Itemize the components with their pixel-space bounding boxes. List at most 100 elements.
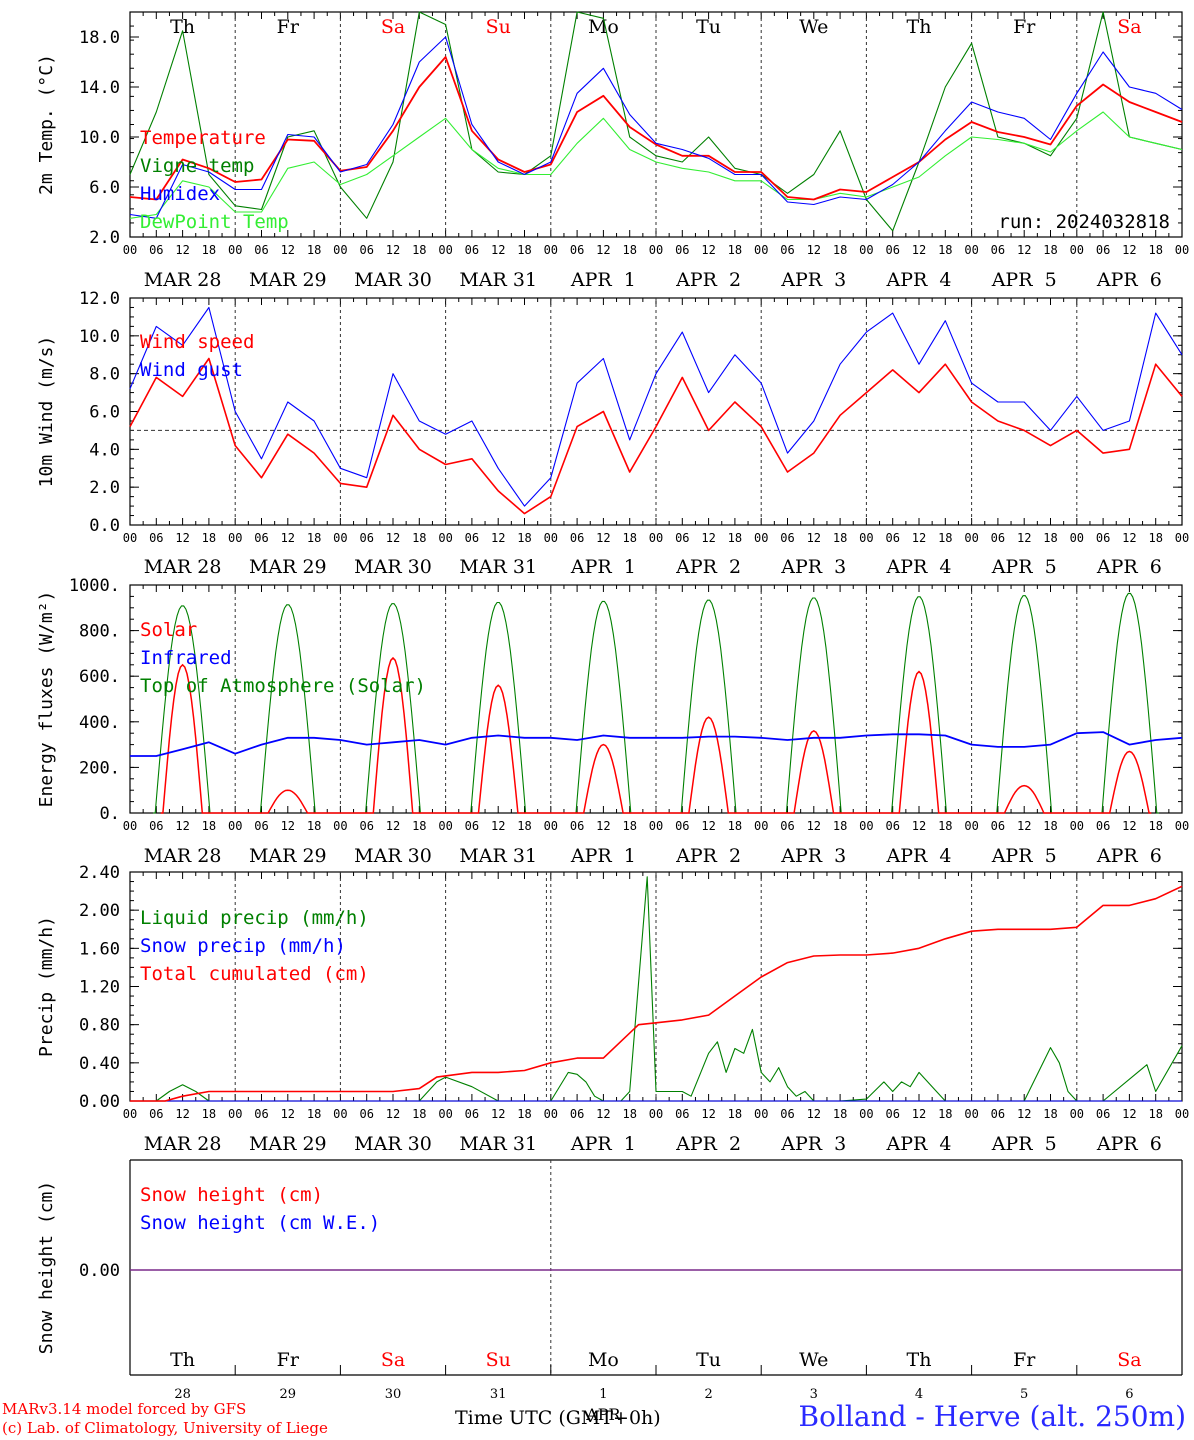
y-tick-label: 18.0: [79, 28, 120, 48]
date-label: APR 6: [1096, 556, 1162, 578]
hour-tick-label: 00: [333, 1107, 347, 1121]
hour-tick-label: 06: [1096, 243, 1110, 257]
hour-tick-label: 18: [1148, 1107, 1162, 1121]
day-number-label: 30: [385, 1387, 402, 1402]
hour-tick-label: 18: [622, 819, 636, 833]
station-title: Bolland - Herve (alt. 250m): [798, 1400, 1186, 1433]
hour-tick-label: 06: [254, 531, 268, 545]
hour-tick-label: 06: [885, 243, 899, 257]
hour-tick-label: 00: [1070, 531, 1084, 545]
date-label: APR 2: [675, 845, 741, 867]
date-label: MAR 28: [144, 269, 222, 291]
hour-tick-label: 18: [1043, 1107, 1057, 1121]
weekday-label-bottom: Sa: [381, 1349, 405, 1371]
date-label: MAR 30: [354, 269, 432, 291]
weekday-label-bottom: Fr: [277, 1349, 300, 1371]
date-label: MAR 30: [354, 845, 432, 867]
hour-tick-label: 12: [596, 819, 610, 833]
hour-tick-label: 06: [991, 819, 1005, 833]
date-label: APR 3: [780, 269, 846, 291]
hour-tick-label: 00: [123, 1107, 137, 1121]
weekday-label-bottom: Sa: [1117, 1349, 1141, 1371]
y-tick-label: 2.0: [89, 228, 120, 248]
y-tick-label: 10.0: [79, 327, 120, 347]
y-tick-label: 0.00: [79, 1261, 120, 1281]
hour-tick-label: 00: [1070, 819, 1084, 833]
y-tick-label: 2.40: [79, 863, 120, 883]
hour-tick-label: 00: [649, 819, 663, 833]
date-label: APR 6: [1096, 1133, 1162, 1155]
temp-series-2: [129, 36, 1183, 219]
y-tick-label: 0.80: [79, 1016, 120, 1036]
date-label: MAR 31: [459, 269, 537, 291]
weekday-label-bottom: Mo: [588, 1349, 619, 1371]
y-tick-label: 14.0: [79, 78, 120, 98]
hour-tick-label: 06: [359, 531, 373, 545]
day-number-label: 1: [599, 1387, 607, 1402]
hour-tick-label: 12: [1122, 819, 1136, 833]
date-label: MAR 29: [249, 556, 327, 578]
y-tick-label: 4.0: [89, 440, 120, 460]
hour-tick-label: 06: [359, 243, 373, 257]
hour-tick-label: 06: [465, 243, 479, 257]
y-tick-label: 800.: [79, 622, 120, 642]
hour-tick-label: 00: [1175, 819, 1189, 833]
hour-tick-label: 18: [202, 819, 216, 833]
hour-tick-label: 06: [570, 1107, 584, 1121]
date-label: APR 4: [886, 269, 952, 291]
hour-tick-label: 18: [412, 531, 426, 545]
hour-tick-label: 00: [649, 243, 663, 257]
date-label: APR 1: [570, 845, 636, 867]
weekday-label: Fr: [277, 16, 300, 38]
date-label: MAR 31: [459, 1133, 537, 1155]
date-label: MAR 30: [354, 556, 432, 578]
hour-tick-label: 00: [228, 243, 242, 257]
day-number-label: 29: [280, 1387, 297, 1402]
hour-tick-label: 18: [833, 1107, 847, 1121]
date-label: MAR 31: [459, 556, 537, 578]
weekday-label: Th: [907, 16, 932, 38]
hour-tick-label: 00: [859, 819, 873, 833]
y-tick-label: 400.: [79, 713, 120, 733]
date-label: APR 6: [1096, 845, 1162, 867]
hour-tick-label: 00: [964, 819, 978, 833]
weekday-label-bottom: Th: [907, 1349, 932, 1371]
month-label: APR: [585, 1405, 621, 1424]
hour-tick-label: 12: [386, 531, 400, 545]
y-tick-label: 600.: [79, 667, 120, 687]
date-label: APR 5: [991, 845, 1057, 867]
hour-tick-label: 12: [491, 1107, 505, 1121]
hour-tick-label: 06: [675, 1107, 689, 1121]
hour-tick-label: 18: [1043, 819, 1057, 833]
y-tick-label: 2.0: [89, 478, 120, 498]
legend-entry: Vigne temp: [140, 155, 254, 177]
weekday-label-bottom: Su: [486, 1349, 511, 1371]
hour-tick-label: 12: [1122, 243, 1136, 257]
legend-entry: Solar: [140, 619, 197, 641]
hour-tick-label: 06: [465, 819, 479, 833]
hour-tick-label: 06: [885, 531, 899, 545]
hour-tick-label: 06: [885, 819, 899, 833]
legend-entry: Infrared: [140, 647, 232, 669]
y-tick-label: 8.0: [89, 365, 120, 385]
hour-tick-label: 18: [202, 1107, 216, 1121]
hour-tick-label: 18: [412, 819, 426, 833]
legend-entry: Liquid precip (mm/h): [140, 907, 369, 929]
wind-speed-line: [129, 357, 1183, 515]
legend-entry: Wind speed: [140, 331, 254, 353]
hour-tick-label: 00: [228, 531, 242, 545]
weekday-label: Su: [486, 16, 511, 38]
hour-tick-label: 00: [754, 531, 768, 545]
date-label: APR 4: [886, 1133, 952, 1155]
date-label: APR 2: [675, 269, 741, 291]
hour-tick-label: 06: [885, 1107, 899, 1121]
hour-tick-label: 12: [175, 243, 189, 257]
date-label: APR 5: [991, 269, 1057, 291]
hour-tick-label: 00: [123, 243, 137, 257]
day-number-label: 31: [490, 1387, 507, 1402]
hour-tick-label: 06: [465, 1107, 479, 1121]
date-label: APR 1: [570, 1133, 636, 1155]
hour-tick-label: 12: [596, 1107, 610, 1121]
weekday-label: Fr: [1013, 16, 1036, 38]
weekday-label: Sa: [1117, 16, 1141, 38]
